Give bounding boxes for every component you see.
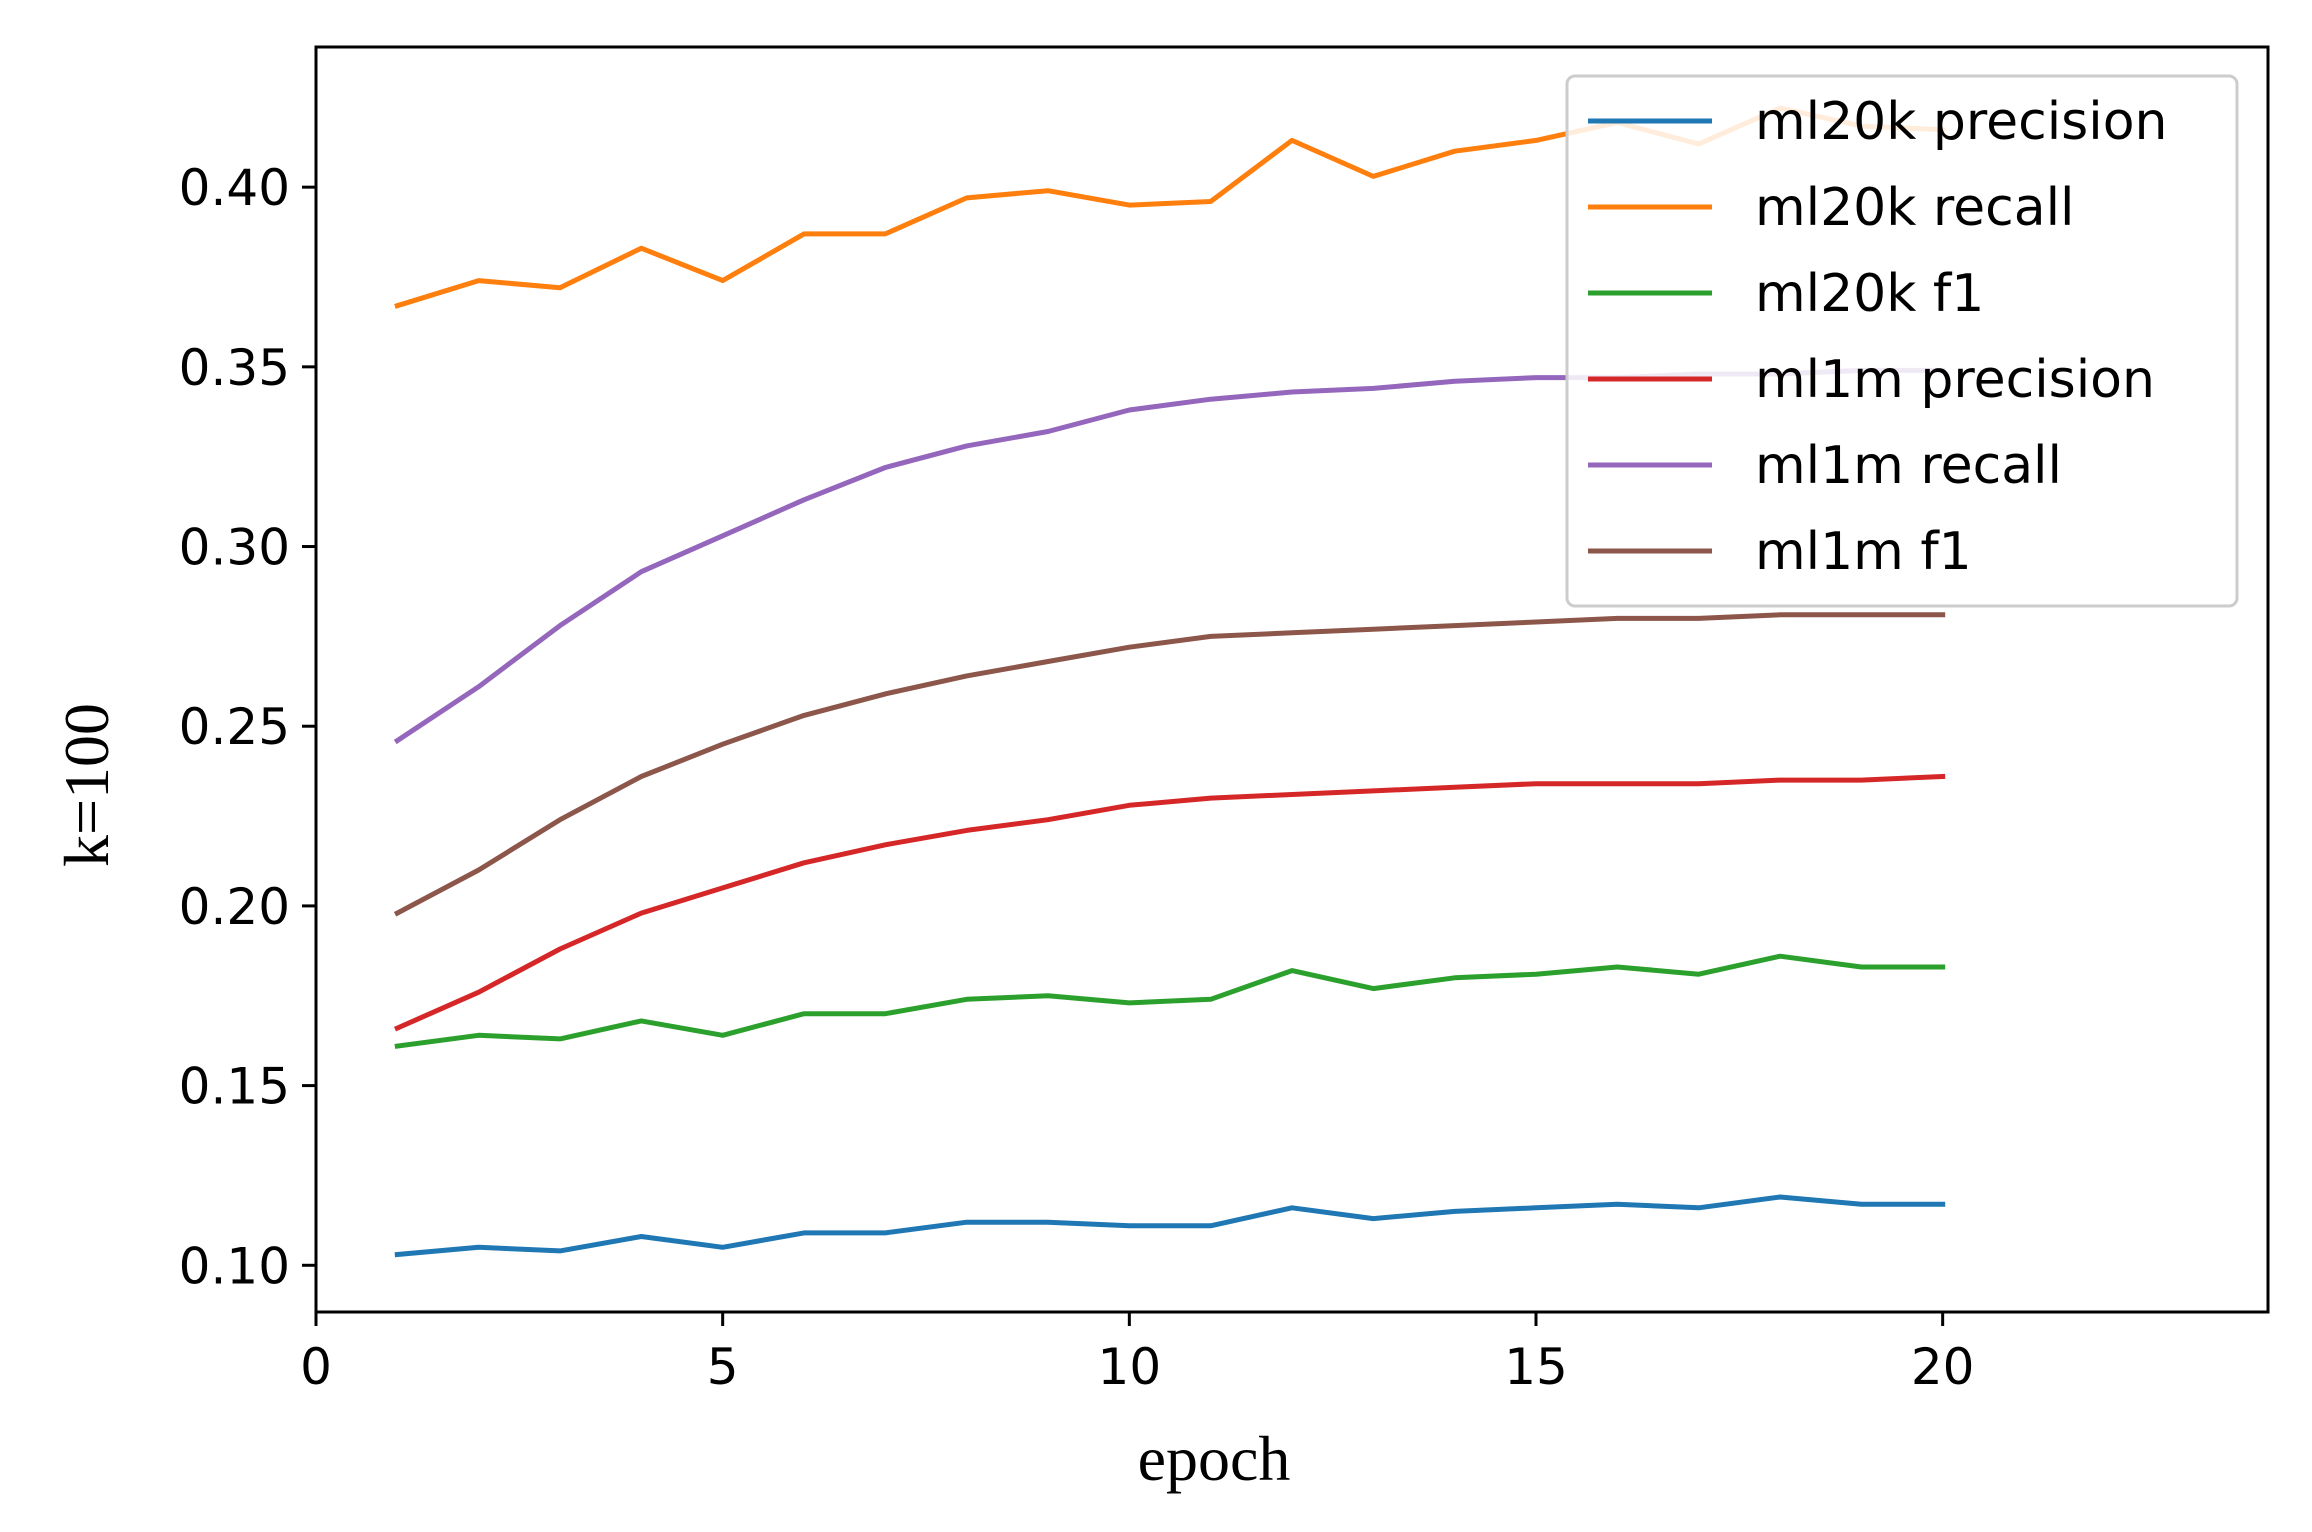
legend-label-ml1m-recall: ml1m recall	[1755, 436, 2062, 496]
series-line-ml20k-f1	[394, 953, 1946, 1049]
series-line-ml1m-precision	[394, 773, 1946, 1032]
y-tick-label: 0.40	[179, 159, 290, 217]
y-axis-label: k=100	[51, 703, 122, 867]
x-tick-label: 0	[300, 1338, 332, 1396]
x-tick-label: 20	[1911, 1338, 1975, 1396]
legend-label-ml20k-f1: ml20k f1	[1755, 264, 1984, 324]
x-axis-label: epoch	[1138, 1423, 1291, 1494]
legend-box	[1565, 74, 2239, 608]
x-tick-label: 5	[707, 1338, 739, 1396]
y-tick-label: 0.10	[179, 1237, 290, 1295]
y-tick-label: 0.35	[179, 339, 290, 397]
plot-frame	[314, 45, 2270, 1314]
y-axis: 0.10 0.15 0.20 0.25 0.30 0.35 0.40	[179, 159, 316, 1295]
x-axis: 0 5 10 15 20	[300, 1312, 1974, 1396]
y-tick-label: 0.25	[179, 698, 290, 756]
legend-label-ml1m-f1: ml1m f1	[1755, 522, 1972, 582]
series-layer	[393, 105, 1946, 1258]
x-tick-label: 15	[1504, 1338, 1568, 1396]
legend-items: ml20k precision ml20k recall ml20k f1 ml1m …	[1588, 92, 2168, 582]
x-tick-label: 10	[1098, 1338, 1162, 1396]
y-tick-label: 0.15	[179, 1058, 290, 1116]
legend-label-ml20k-precision: ml20k precision	[1755, 92, 2168, 152]
series-line-ml20k-precision	[394, 1194, 1946, 1258]
legend-label-ml1m-precision: ml1m precision	[1755, 350, 2155, 410]
legend: ml20k precision ml20k recall ml20k f1 ml1m …	[1565, 74, 2239, 608]
y-tick-label: 0.30	[179, 519, 290, 577]
y-tick-label: 0.20	[179, 878, 290, 936]
series-line-ml1m-f1	[393, 612, 1946, 917]
legend-label-ml20k-recall: ml20k recall	[1755, 178, 2075, 238]
